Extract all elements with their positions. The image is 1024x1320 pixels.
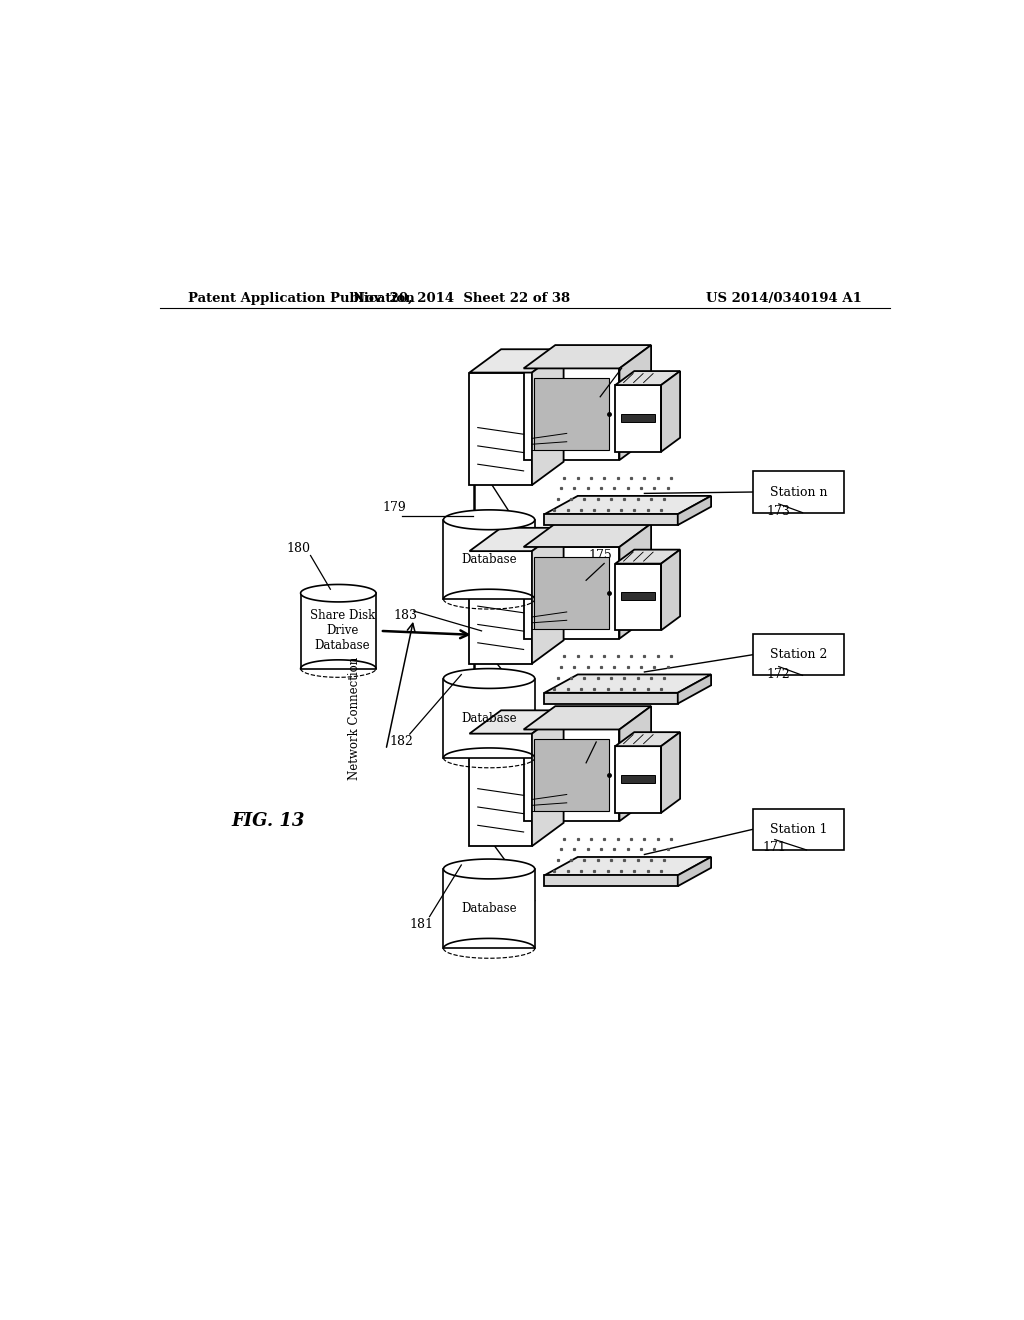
- Polygon shape: [620, 524, 651, 639]
- Polygon shape: [622, 593, 655, 601]
- Polygon shape: [443, 520, 535, 599]
- Polygon shape: [615, 733, 680, 746]
- Text: Station n: Station n: [770, 486, 827, 499]
- Polygon shape: [523, 706, 651, 730]
- Text: 176: 176: [624, 359, 648, 371]
- Polygon shape: [545, 515, 678, 525]
- Text: 179: 179: [382, 502, 406, 515]
- Text: 182: 182: [390, 735, 414, 748]
- Text: 180: 180: [287, 543, 310, 556]
- Polygon shape: [469, 552, 531, 664]
- Polygon shape: [620, 345, 651, 461]
- Polygon shape: [301, 593, 376, 669]
- Polygon shape: [443, 869, 535, 948]
- Text: Patent Application Publication: Patent Application Publication: [187, 292, 415, 305]
- FancyBboxPatch shape: [753, 471, 844, 512]
- Polygon shape: [615, 549, 680, 564]
- FancyBboxPatch shape: [753, 634, 844, 676]
- Text: Database: Database: [461, 902, 517, 915]
- Polygon shape: [469, 734, 531, 846]
- Polygon shape: [662, 549, 680, 630]
- Polygon shape: [678, 675, 711, 704]
- Polygon shape: [443, 510, 535, 529]
- Text: Station 1: Station 1: [770, 822, 827, 836]
- Polygon shape: [534, 379, 609, 450]
- Polygon shape: [443, 669, 535, 689]
- Text: 174: 174: [581, 743, 604, 756]
- Polygon shape: [615, 564, 662, 630]
- Text: Station 2: Station 2: [770, 648, 827, 661]
- Polygon shape: [301, 585, 376, 602]
- Polygon shape: [523, 730, 620, 821]
- Polygon shape: [545, 693, 678, 704]
- Polygon shape: [545, 875, 678, 886]
- Polygon shape: [469, 372, 531, 484]
- Polygon shape: [523, 368, 620, 461]
- Polygon shape: [545, 675, 711, 693]
- Polygon shape: [469, 350, 563, 372]
- Polygon shape: [531, 350, 563, 484]
- Polygon shape: [443, 678, 535, 758]
- FancyBboxPatch shape: [753, 809, 844, 850]
- Text: Nov. 20, 2014  Sheet 22 of 38: Nov. 20, 2014 Sheet 22 of 38: [352, 292, 570, 305]
- Polygon shape: [662, 733, 680, 813]
- Polygon shape: [678, 857, 711, 886]
- Text: 173: 173: [767, 506, 791, 519]
- Polygon shape: [534, 557, 609, 628]
- Polygon shape: [678, 496, 711, 525]
- Polygon shape: [523, 345, 651, 368]
- Text: 181: 181: [410, 917, 434, 931]
- Polygon shape: [615, 371, 680, 385]
- Polygon shape: [615, 385, 662, 451]
- Text: FIG. 13: FIG. 13: [231, 812, 304, 830]
- Polygon shape: [523, 546, 620, 639]
- Polygon shape: [534, 739, 609, 812]
- Text: 171: 171: [763, 841, 786, 854]
- Polygon shape: [523, 524, 651, 546]
- Polygon shape: [531, 710, 563, 846]
- Polygon shape: [531, 528, 563, 664]
- Polygon shape: [622, 413, 655, 421]
- Polygon shape: [545, 496, 711, 515]
- Polygon shape: [469, 710, 563, 734]
- Text: 172: 172: [767, 668, 791, 681]
- Polygon shape: [662, 371, 680, 451]
- Text: 183: 183: [394, 609, 418, 622]
- Polygon shape: [620, 706, 651, 821]
- Text: Database: Database: [461, 711, 517, 725]
- Polygon shape: [545, 857, 711, 875]
- Polygon shape: [443, 859, 535, 879]
- Text: Network Connection: Network Connection: [348, 656, 360, 780]
- Polygon shape: [622, 775, 655, 783]
- Text: Share Disk
Drive
Database: Share Disk Drive Database: [309, 610, 375, 652]
- Polygon shape: [469, 528, 563, 552]
- Text: 175: 175: [588, 549, 612, 562]
- Text: Database: Database: [461, 553, 517, 566]
- Text: US 2014/0340194 A1: US 2014/0340194 A1: [707, 292, 862, 305]
- Polygon shape: [615, 746, 662, 813]
